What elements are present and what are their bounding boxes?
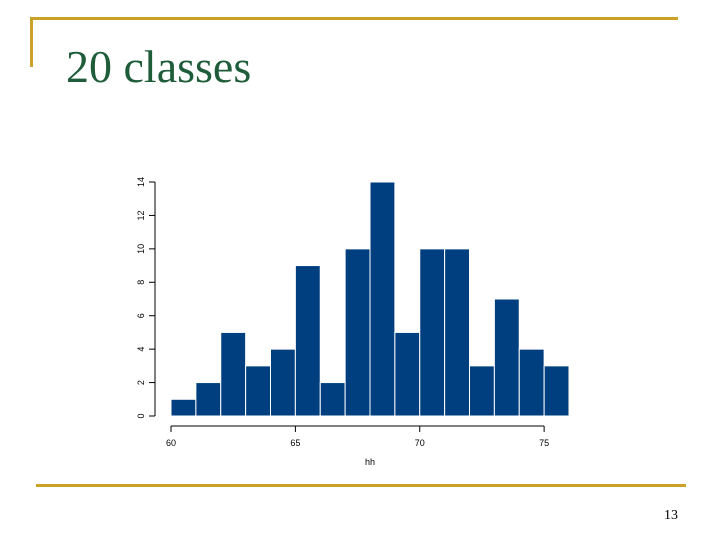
histogram-bar [419,248,446,417]
histogram-bar [493,298,520,417]
y-tick-label: 2 [136,380,146,385]
histogram-bar [344,248,371,417]
histogram-bar [195,382,222,417]
x-tick-label: 60 [166,438,176,448]
x-tick-label: 75 [539,438,549,448]
y-tick-label: 4 [136,347,146,352]
y-tick-label: 6 [136,313,146,318]
frame-left-rule [30,17,33,67]
histogram-bar [245,365,271,417]
x-axis-label: hh [365,457,375,467]
histogram-bar [469,365,495,417]
histogram-bar [319,382,346,417]
y-tick-label: 8 [136,280,146,285]
histogram-bar [543,365,570,417]
slide-title: 20 classes [66,41,252,92]
page-number: 13 [664,508,678,523]
x-tick-label: 65 [290,438,300,448]
y-axis: 0 2 4 6 8 10 12 14 [136,177,156,419]
histogram-bar [394,331,421,417]
histogram-bar [220,331,247,417]
y-tick-label: 0 [136,413,146,418]
x-axis: 60 65 70 75 [166,425,549,448]
y-tick-label: 12 [136,210,146,220]
histogram-bar [170,398,197,417]
y-tick-label: 10 [136,244,146,254]
histogram-bars [170,181,570,417]
histogram-bar [518,348,545,417]
x-tick-label: 70 [415,438,425,448]
histogram-bar [369,181,396,417]
histogram-bar [294,265,321,417]
frame-top-rule [30,17,678,20]
frame-bottom-rule [36,484,686,487]
histogram-bar [444,248,470,417]
histogram-bar [270,348,296,417]
y-tick-label: 14 [136,177,146,187]
